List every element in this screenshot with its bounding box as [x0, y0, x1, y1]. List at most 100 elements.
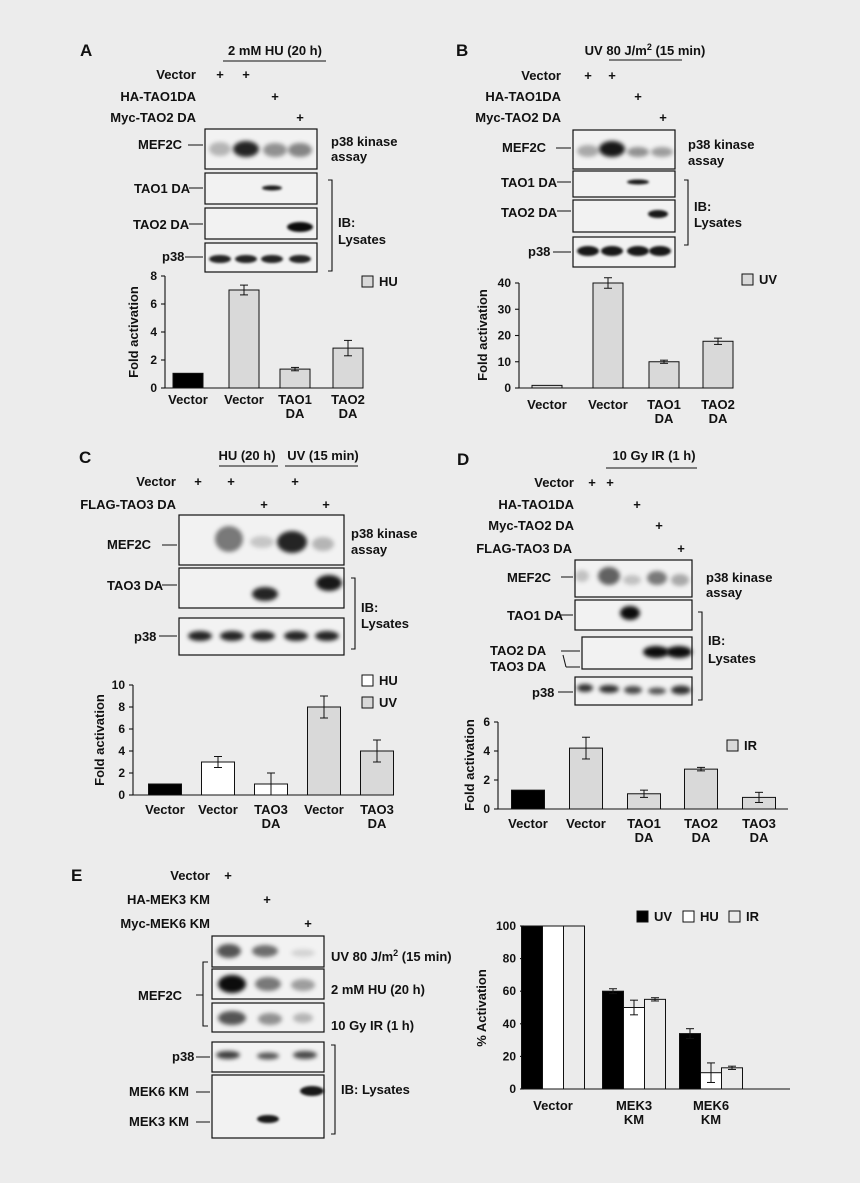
row-label: HA-TAO1DA — [120, 89, 196, 104]
x-tick-label: Vector — [145, 802, 185, 817]
x-tick-label: Vector — [588, 397, 628, 412]
bar — [679, 1033, 701, 1090]
legend-swatch — [682, 910, 695, 923]
y-tick-label: 0 — [509, 1082, 516, 1096]
legend-label: HU — [700, 909, 719, 924]
blot-band — [209, 142, 231, 156]
blot-band — [291, 949, 315, 957]
ib-bracket — [351, 577, 356, 650]
ib-label: Lysates — [694, 215, 742, 230]
row-label: Vector — [156, 67, 196, 82]
y-tick-label: 8 — [118, 700, 125, 714]
y-tick-label: 40 — [503, 1017, 517, 1031]
x-tick-label: DA — [709, 411, 728, 426]
blot-band — [288, 143, 312, 157]
blot-band — [218, 975, 246, 993]
y-tick-label: 4 — [150, 325, 157, 339]
x-tick-label: Vector — [508, 816, 548, 831]
blot-band — [257, 1115, 279, 1123]
row-label: Myc-TAO2 DA — [110, 110, 196, 125]
treatment-label: 10 Gy IR (1 h) — [612, 448, 695, 463]
blot-band — [263, 143, 287, 157]
blot-band — [312, 537, 334, 551]
plus-mark: + — [677, 541, 685, 556]
x-tick-label: DA — [286, 406, 305, 421]
treatment-label: UV (15 min) — [287, 448, 359, 463]
mef2c-label: MEF2C — [507, 570, 552, 585]
tao1-label: TAO1 DA — [501, 175, 558, 190]
x-tick-label: DA — [655, 411, 674, 426]
assay-label: assay — [706, 585, 743, 600]
x-tick-label: DA — [368, 816, 387, 831]
x-tick-label: KM — [701, 1112, 721, 1127]
panel-letter-a: A — [80, 41, 92, 60]
assay-label: p38 kinase — [351, 526, 418, 541]
p38-label: p38 — [532, 685, 554, 700]
x-tick-label: DA — [339, 406, 358, 421]
blot-band — [577, 145, 599, 157]
y-tick-label: 20 — [503, 1049, 517, 1063]
blot-band — [627, 246, 649, 256]
y-tick-label: 6 — [483, 715, 490, 729]
row-label: FLAG-TAO3 DA — [80, 497, 176, 512]
y-axis-label: Fold activation — [126, 286, 141, 378]
blot-band — [643, 646, 669, 658]
x-tick-label: DA — [750, 830, 769, 845]
y-tick-label: 30 — [498, 302, 512, 316]
bar — [228, 289, 260, 389]
x-tick-label: MEK6 — [693, 1098, 729, 1113]
blot-band — [598, 567, 620, 585]
hu-treatment-label: 2 mM HU (20 h) — [331, 982, 425, 997]
x-tick-label: TAO2 — [331, 392, 365, 407]
blot-band — [252, 587, 278, 601]
x-tick-label: KM — [624, 1112, 644, 1127]
row-label: Vector — [136, 474, 176, 489]
blot-band — [647, 571, 667, 585]
blot-band — [577, 246, 599, 256]
ib-bracket — [328, 179, 333, 272]
treatment-label: HU (20 h) — [218, 448, 275, 463]
mek3-label: MEK3 KM — [129, 1114, 189, 1129]
row-label: FLAG-TAO3 DA — [476, 541, 572, 556]
x-tick-label: TAO3 — [742, 816, 776, 831]
y-axis-label: Fold activation — [475, 289, 490, 381]
y-tick-label: 6 — [118, 722, 125, 736]
x-tick-label: MEK3 — [616, 1098, 652, 1113]
y-tick-label: 4 — [118, 744, 125, 758]
blot-band — [262, 185, 282, 191]
mek-blot — [211, 1074, 325, 1139]
x-tick-label: TAO1 — [627, 816, 661, 831]
y-tick-label: 0 — [150, 381, 157, 395]
y-tick-label: 0 — [118, 788, 125, 802]
plus-mark: + — [584, 68, 592, 83]
treatment-label: 2 mM HU (20 h) — [228, 43, 322, 58]
ib-label: IB: — [694, 199, 711, 214]
tao1-blot — [572, 170, 676, 198]
x-tick-label: TAO1 — [278, 392, 312, 407]
y-tick-label: 10 — [498, 355, 512, 369]
blot-band — [287, 222, 313, 232]
blot-band — [666, 646, 692, 658]
legend-swatch — [728, 910, 741, 923]
x-tick-label: DA — [262, 816, 281, 831]
bar — [360, 750, 394, 796]
blot-band — [300, 1086, 324, 1096]
plus-mark: + — [227, 474, 235, 489]
blot-band — [649, 246, 671, 256]
y-axis-label: Fold activation — [462, 719, 477, 811]
row-label: Myc-TAO2 DA — [475, 110, 561, 125]
plus-mark: + — [242, 67, 250, 82]
chart-b: 0 10 20 30 40 Fold activation Vector Vector TAO1… — [475, 272, 777, 426]
tao3-label: TAO3 DA — [107, 578, 164, 593]
plus-mark: + — [322, 497, 330, 512]
y-tick-label: 8 — [150, 269, 157, 283]
ib-label: IB: — [338, 215, 355, 230]
x-tick-label: TAO2 — [701, 397, 735, 412]
bar — [511, 789, 545, 810]
ib-label: Lysates — [338, 232, 386, 247]
tao2-blot — [572, 199, 676, 233]
bar — [721, 1067, 743, 1090]
ib-label: IB: Lysates — [341, 1082, 410, 1097]
ib-label: Lysates — [361, 616, 409, 631]
